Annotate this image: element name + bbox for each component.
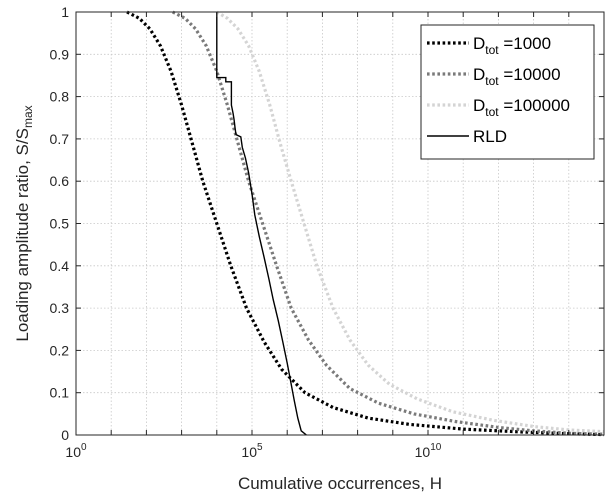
y-axis-label-subscript: max — [21, 105, 35, 128]
series-line-3 — [216, 12, 307, 436]
x-tick-label: 100 — [65, 442, 87, 460]
series-layer — [126, 10, 605, 437]
x-tick-label: 1010 — [415, 442, 442, 460]
y-tick-label: 0.5 — [50, 216, 70, 232]
y-tick-label: 0.8 — [50, 89, 70, 105]
legend-label-1: Dtot =10000 — [473, 65, 561, 88]
y-tick-label: 1 — [61, 4, 69, 20]
y-tick-label: 0.2 — [50, 342, 70, 358]
y-tick-label: 0.9 — [50, 46, 70, 62]
y-tick-label: 0.7 — [50, 131, 70, 147]
ticks: 0 0.1 0.2 0.3 0.4 0.5 0.6 0.7 0.8 0.9 1 100 105 1010 — [50, 4, 605, 460]
y-axis-label-main: Loading amplitude ratio, S/S — [13, 128, 32, 342]
y-tick-label: 0.1 — [50, 385, 70, 401]
x-axis-label: Cumulative occurrences, H — [238, 474, 442, 493]
x-tick-label: 105 — [241, 442, 263, 460]
legend-label-0: Dtot =1000 — [473, 34, 551, 57]
legend: Dtot =1000 Dtot =10000 Dtot =100000 RLD — [420, 24, 595, 160]
series-line-0 — [126, 10, 605, 437]
series-line-2 — [215, 10, 605, 434]
y-tick-label: 0.4 — [50, 258, 70, 274]
y-tick-label: 0.3 — [50, 300, 70, 316]
y-tick-label: 0.6 — [50, 173, 70, 189]
series-line-1 — [171, 10, 605, 436]
legend-label-3: RLD — [473, 127, 507, 146]
y-tick-label: 0 — [61, 427, 69, 443]
legend-items: Dtot =1000 Dtot =10000 Dtot =100000 RLD — [427, 34, 570, 146]
y-axis-label: Loading amplitude ratio, S/Smax — [13, 105, 35, 341]
legend-label-2: Dtot =100000 — [473, 96, 570, 119]
